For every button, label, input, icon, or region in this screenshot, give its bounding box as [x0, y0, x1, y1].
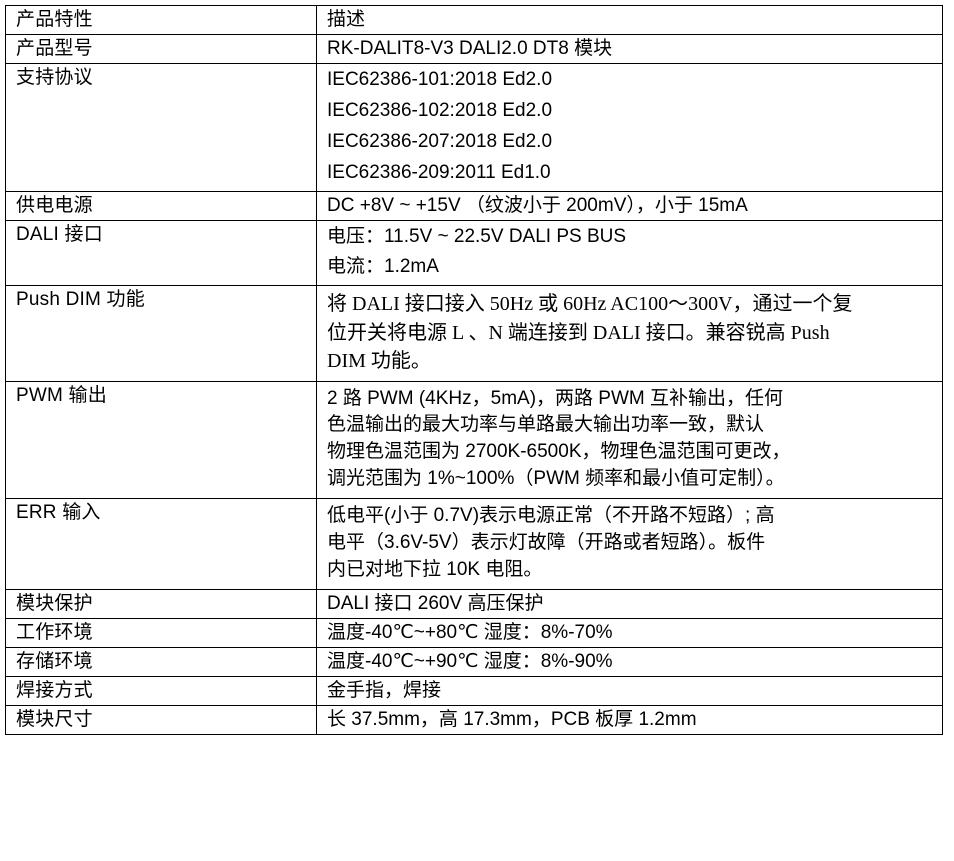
feature-cell: 存储环境 — [5, 647, 317, 678]
description-line: 电压：11.5V ~ 22.5V DALI PS BUS — [327, 225, 627, 247]
table-row: 产品型号 RK-DALIT8-V3 DALI2.0 DT8 模块 — [5, 34, 943, 64]
feature-cell: PWM 输出 — [5, 380, 317, 500]
feature-cell: 工作环境 — [5, 618, 317, 649]
description-cell: 温度-40℃~+80℃ 湿度：8%-70% — [316, 618, 943, 649]
description-line: IEC62386-102:2018 Ed2.0 — [327, 99, 553, 121]
header-cell-description: 描述 — [316, 5, 943, 35]
table-header-row: 产品特性 描述 — [5, 5, 943, 35]
description-cell: 金手指，焊接 — [316, 676, 943, 707]
description-line: IEC62386-209:2011 Ed1.0 — [327, 161, 551, 183]
table-row: 工作环境 温度-40℃~+80℃ 湿度：8%-70% — [5, 618, 943, 649]
feature-cell: 供电电源 — [5, 190, 317, 221]
description-cell: 将 DALI 接口接入 50Hz 或 60Hz AC100～300V，通过一个复… — [316, 285, 943, 382]
description-cell: 温度-40℃~+90℃ 湿度：8%-90% — [316, 647, 943, 678]
description-cell: DALI 接口 260V 高压保护 — [316, 589, 943, 620]
description-line: 电平（3.6V-5V）表示灯故障（开路或者短路）。板件 — [327, 532, 766, 554]
feature-cell: 模块尺寸 — [5, 705, 317, 736]
feature-cell: 支持协议 — [5, 63, 317, 192]
table-row: 焊接方式 金手指，焊接 — [5, 676, 943, 707]
description-line: 调光范围为 1%~100%（PWM 频率和最小值可定制）。 — [327, 468, 785, 490]
table-row: 存储环境 温度-40℃~+90℃ 湿度：8%-90% — [5, 647, 943, 678]
product-specification-table: 产品特性 描述 产品型号 RK-DALIT8-V3 DALI2.0 DT8 模块支… — [5, 5, 943, 736]
description-line: 低电平(小于 0.7V)表示电源正常（不开路不短路）; 高 — [327, 505, 775, 527]
table-row: PWM 输出 2 路 PWM (4KHz，5mA)，两路 PWM 互补输出，任何色… — [5, 380, 943, 500]
description-line: 2 路 PWM (4KHz，5mA)，两路 PWM 互补输出，任何 — [327, 387, 784, 409]
description-line: 将 DALI 接口接入 50Hz 或 60Hz AC100～300V，通过一个复 — [327, 293, 853, 316]
description-cell: 2 路 PWM (4KHz，5mA)，两路 PWM 互补输出，任何 色温输出的最大… — [316, 380, 943, 500]
table-row: 支持协议 IEC62386-101:2018 Ed2.0 IEC62386-102:… — [5, 63, 943, 192]
table-row: ERR 输入 低电平(小于 0.7V)表示电源正常（不开路不短路）; 高电平（3.… — [5, 498, 943, 591]
description-cell: IEC62386-101:2018 Ed2.0 IEC62386-102:2018… — [316, 63, 943, 192]
description-cell: 长 37.5mm，高 17.3mm，PCB 板厚 1.2mm — [316, 705, 943, 736]
description-cell: DC +8V ~ +15V （纹波小于 200mV），小于 15mA — [316, 190, 943, 221]
description-line-group: IEC62386-101:2018 Ed2.0 IEC62386-102:2018… — [327, 68, 942, 186]
description-line-group: 电压：11.5V ~ 22.5V DALI PS BUS 电流：1.2mA — [327, 225, 942, 281]
table-row: Push DIM 功能将 DALI 接口接入 50Hz 或 60Hz AC100… — [5, 285, 943, 382]
feature-cell: 产品型号 — [5, 34, 317, 64]
description-cell: 电压：11.5V ~ 22.5V DALI PS BUS 电流：1.2mA — [316, 219, 943, 287]
table-body: 产品特性 描述 产品型号 RK-DALIT8-V3 DALI2.0 DT8 模块支… — [5, 5, 943, 736]
description-line: IEC62386-101:2018 Ed2.0 — [327, 69, 553, 90]
table-row: DALI 接口 电压：11.5V ~ 22.5V DALI PS BUS 电流：1.… — [5, 219, 943, 287]
header-cell-feature: 产品特性 — [5, 5, 317, 35]
description-line: 色温输出的最大功率与单路最大输出功率一致，默认 — [327, 414, 765, 436]
table-row: 供电电源 DC +8V ~ +15V （纹波小于 200mV），小于 15mA — [5, 190, 943, 221]
description-cell: 低电平(小于 0.7V)表示电源正常（不开路不短路）; 高电平（3.6V-5V）… — [316, 498, 943, 591]
description-line: 位开关将电源 L 、N 端连接到 DALI 接口。兼容锐高 Push — [327, 321, 830, 344]
table-row: 模块尺寸长 37.5mm，高 17.3mm，PCB 板厚 1.2mm — [5, 705, 943, 736]
description-line: 物理色温范围为 2700K-6500K，物理色温范围可更改， — [327, 441, 791, 463]
description-line: DIM 功能。 — [327, 350, 431, 373]
feature-cell: Push DIM 功能 — [5, 285, 317, 382]
feature-cell: 模块保护 — [5, 589, 317, 620]
table-row: 模块保护 DALI 接口 260V 高压保护 — [5, 589, 943, 620]
description-cell: RK-DALIT8-V3 DALI2.0 DT8 模块 — [316, 34, 943, 64]
feature-cell: DALI 接口 — [5, 219, 317, 287]
description-line: 电流：1.2mA — [327, 256, 439, 278]
feature-cell: ERR 输入 — [5, 498, 317, 591]
description-line: 内已对地下拉 10K 电阻。 — [327, 559, 543, 581]
feature-cell: 焊接方式 — [5, 676, 317, 707]
description-line: IEC62386-207:2018 Ed2.0 — [327, 130, 553, 152]
